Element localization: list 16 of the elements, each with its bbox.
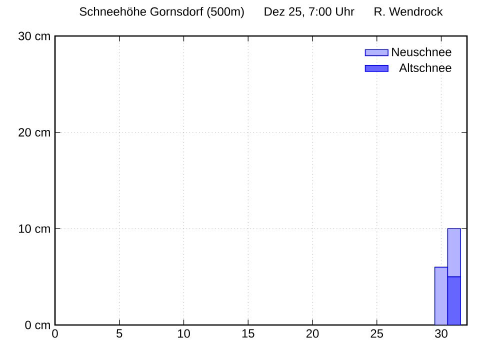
x-tick-label: 15 xyxy=(242,329,254,338)
text: Dez 25, 7:00 Uhr xyxy=(264,6,354,18)
y-tick-label: 30 cm xyxy=(18,32,50,40)
legend-label: Neuschnee xyxy=(392,47,452,56)
legend-label: Altschnee xyxy=(399,63,452,72)
x-tick-label: 5 xyxy=(116,329,122,338)
y-tick-label: 10 cm xyxy=(18,224,50,233)
x-tick-label: 25 xyxy=(370,329,384,338)
text: R. Wendrock xyxy=(374,6,443,16)
x-tick-label: 20 xyxy=(306,329,319,338)
chart-title: Schneehöhe Gornsdorf (500m) xyxy=(80,6,244,18)
y-tick-label: 0 cm xyxy=(25,320,50,330)
x-tick-label: 0 xyxy=(52,329,58,338)
x-tick-label: 30 xyxy=(435,329,448,338)
x-tick-label: 10 xyxy=(178,329,190,338)
y-tick-label: 20 cm xyxy=(18,128,50,137)
